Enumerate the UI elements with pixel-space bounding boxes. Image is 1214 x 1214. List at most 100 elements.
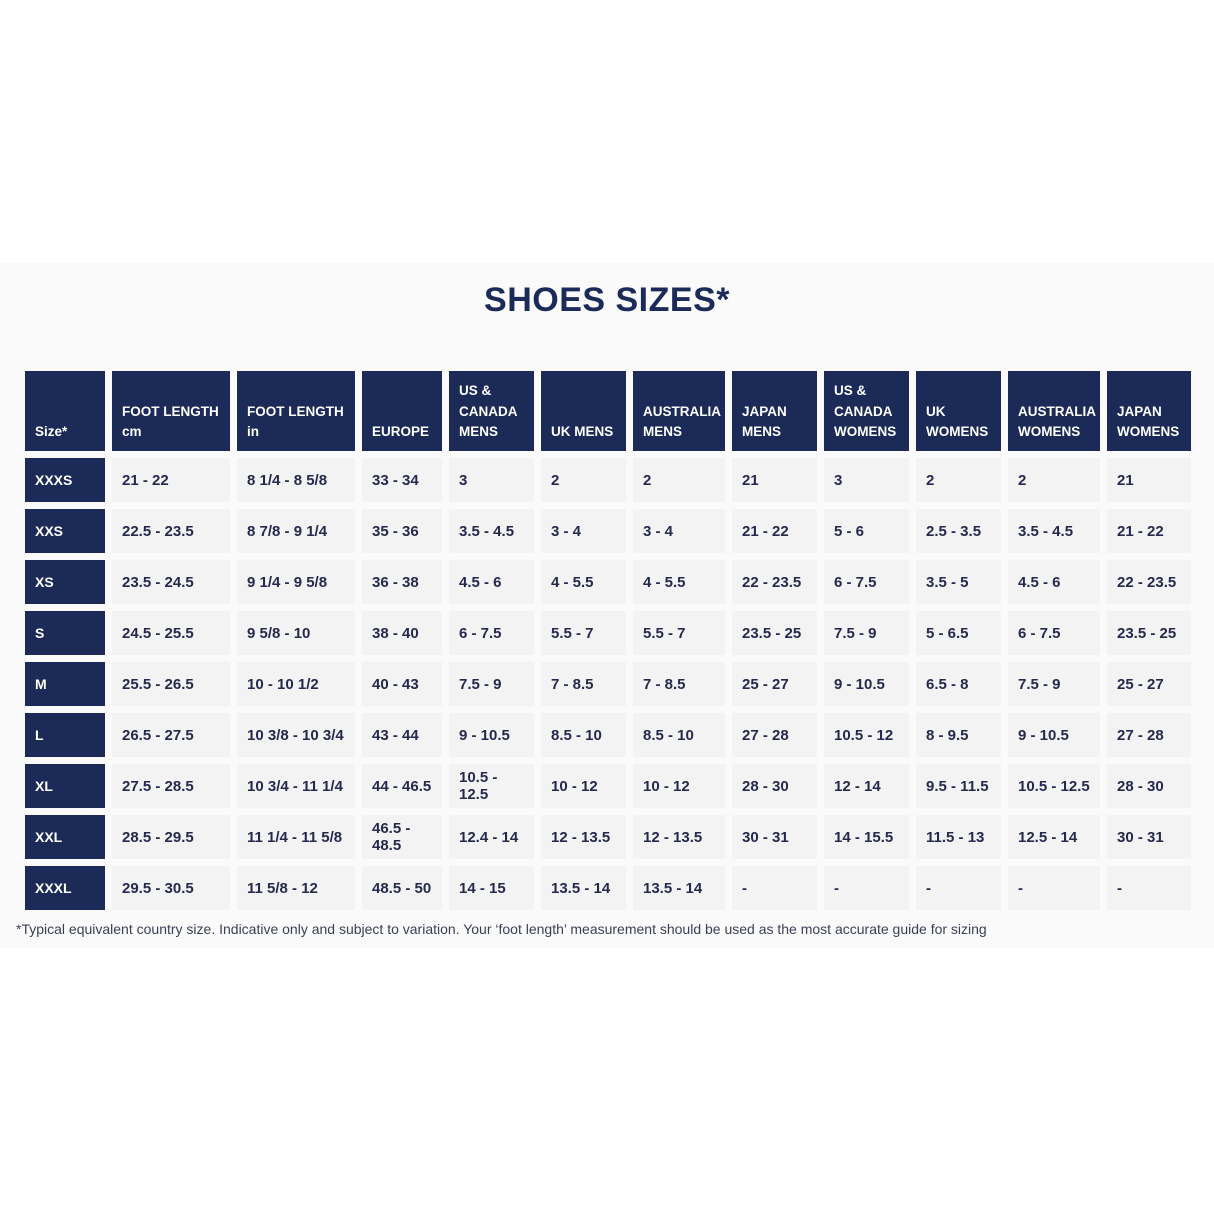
- size-table-body: XXXS 21 - 22 8 1/4 - 8 5/8 33 - 34 3 2 2 21 3 2 2 2…: [25, 458, 1191, 910]
- size-cell: 4.5 - 6: [449, 560, 534, 604]
- size-cell: -: [732, 866, 817, 910]
- table-row-l: L 26.5 - 27.5 10 3/8 - 10 3/4 43 - 44 9 - 10…: [25, 713, 1191, 757]
- size-cell: 21 - 22: [732, 509, 817, 553]
- size-cell: 11 1/4 - 11 5/8: [237, 815, 355, 859]
- size-cell: 21: [732, 458, 817, 502]
- size-cell: 8 7/8 - 9 1/4: [237, 509, 355, 553]
- table-row-xs: XS 23.5 - 24.5 9 1/4 - 9 5/8 36 - 38 4.5 - 6…: [25, 560, 1191, 604]
- size-cell: 25.5 - 26.5: [112, 662, 230, 706]
- size-cell: 22 - 23.5: [1107, 560, 1191, 604]
- table-row-s: S 24.5 - 25.5 9 5/8 - 10 38 - 40 6 - 7.5 5.5 …: [25, 611, 1191, 655]
- size-cell: 28 - 30: [732, 764, 817, 808]
- table-row-xxl: XXL 28.5 - 29.5 11 1/4 - 11 5/8 46.5 - 48.5…: [25, 815, 1191, 859]
- size-cell: 3: [449, 458, 534, 502]
- size-cell: 21 - 22: [1107, 509, 1191, 553]
- row-label-l: L: [25, 713, 105, 757]
- size-cell: 14 - 15.5: [824, 815, 909, 859]
- size-cell: 44 - 46.5: [362, 764, 442, 808]
- size-cell: 10 - 12: [633, 764, 725, 808]
- size-cell: 12 - 14: [824, 764, 909, 808]
- size-cell: 10.5 - 12: [824, 713, 909, 757]
- column-header-japan-mens: JAPAN MENS: [732, 371, 817, 451]
- size-cell: 9 - 10.5: [824, 662, 909, 706]
- size-cell: 25 - 27: [732, 662, 817, 706]
- size-cell: 4.5 - 6: [1008, 560, 1100, 604]
- size-cell: 11.5 - 13: [916, 815, 1001, 859]
- size-cell: 27 - 28: [732, 713, 817, 757]
- column-header-foot-length-cm: FOOT LENGTH cm: [112, 371, 230, 451]
- size-cell: 27.5 - 28.5: [112, 764, 230, 808]
- size-cell: 46.5 - 48.5: [362, 815, 442, 859]
- table-row-xl: XL 27.5 - 28.5 10 3/4 - 11 1/4 44 - 46.5 10.…: [25, 764, 1191, 808]
- size-cell: 10.5 - 12.5: [1008, 764, 1100, 808]
- size-cell: 13.5 - 14: [541, 866, 626, 910]
- size-cell: 7.5 - 9: [1008, 662, 1100, 706]
- size-cell: 14 - 15: [449, 866, 534, 910]
- size-cell: 38 - 40: [362, 611, 442, 655]
- size-cell: 8.5 - 10: [541, 713, 626, 757]
- size-cell: 12 - 13.5: [633, 815, 725, 859]
- size-cell: 21: [1107, 458, 1191, 502]
- size-cell: 9 - 10.5: [1008, 713, 1100, 757]
- size-cell: 10 3/4 - 11 1/4: [237, 764, 355, 808]
- size-cell: 13.5 - 14: [633, 866, 725, 910]
- size-cell: 11 5/8 - 12: [237, 866, 355, 910]
- size-cell: 12.4 - 14: [449, 815, 534, 859]
- column-header-australia-mens: AUSTRALIA MENS: [633, 371, 725, 451]
- size-cell: -: [824, 866, 909, 910]
- size-cell: 3.5 - 4.5: [1008, 509, 1100, 553]
- size-cell: 22.5 - 23.5: [112, 509, 230, 553]
- size-cell: 9.5 - 11.5: [916, 764, 1001, 808]
- size-cell: 28.5 - 29.5: [112, 815, 230, 859]
- size-cell: 36 - 38: [362, 560, 442, 604]
- size-cell: -: [1008, 866, 1100, 910]
- size-cell: 9 5/8 - 10: [237, 611, 355, 655]
- size-cell: 3 - 4: [633, 509, 725, 553]
- size-cell: 12 - 13.5: [541, 815, 626, 859]
- size-cell: 8 1/4 - 8 5/8: [237, 458, 355, 502]
- row-label-xs: XS: [25, 560, 105, 604]
- size-cell: -: [1107, 866, 1191, 910]
- page-title: SHOES SIZES*: [484, 281, 730, 319]
- size-cell: 4 - 5.5: [633, 560, 725, 604]
- size-cell: 21 - 22: [112, 458, 230, 502]
- size-cell: 23.5 - 24.5: [112, 560, 230, 604]
- row-label-xxxl: XXXL: [25, 866, 105, 910]
- size-cell: 30 - 31: [732, 815, 817, 859]
- size-cell: 35 - 36: [362, 509, 442, 553]
- size-cell: 5 - 6: [824, 509, 909, 553]
- size-cell: 24.5 - 25.5: [112, 611, 230, 655]
- size-cell: 4 - 5.5: [541, 560, 626, 604]
- size-cell: 8 - 9.5: [916, 713, 1001, 757]
- size-cell: 9 - 10.5: [449, 713, 534, 757]
- size-cell: 5 - 6.5: [916, 611, 1001, 655]
- table-row-xxxs: XXXS 21 - 22 8 1/4 - 8 5/8 33 - 34 3 2 2 21 3 2 2 2…: [25, 458, 1191, 502]
- size-cell: 43 - 44: [362, 713, 442, 757]
- size-cell: 27 - 28: [1107, 713, 1191, 757]
- size-cell: 40 - 43: [362, 662, 442, 706]
- size-cell: 3.5 - 4.5: [449, 509, 534, 553]
- column-header-us-canada-mens: US & CANADA MENS: [449, 371, 534, 451]
- row-label-xxl: XXL: [25, 815, 105, 859]
- header-row: Size* FOOT LENGTH cm FOOT LENGTH in EUROPE U…: [25, 371, 1191, 451]
- row-label-xxs: XXS: [25, 509, 105, 553]
- size-cell: 6 - 7.5: [1008, 611, 1100, 655]
- size-cell: 23.5 - 25: [732, 611, 817, 655]
- size-cell: 10.5 - 12.5: [449, 764, 534, 808]
- column-header-uk-mens: UK MENS: [541, 371, 626, 451]
- size-cell: 10 3/8 - 10 3/4: [237, 713, 355, 757]
- size-cell: 3 - 4: [541, 509, 626, 553]
- size-cell: 5.5 - 7: [541, 611, 626, 655]
- table-row-xxs: XXS 22.5 - 23.5 8 7/8 - 9 1/4 35 - 36 3.5 - …: [25, 509, 1191, 553]
- shoe-size-table: Size* FOOT LENGTH cm FOOT LENGTH in EUROPE U…: [18, 364, 1198, 917]
- size-cell: 2: [1008, 458, 1100, 502]
- column-header-us-canada-womens: US & CANADA WOMENS: [824, 371, 909, 451]
- size-cell: 12.5 - 14: [1008, 815, 1100, 859]
- size-cell: 7.5 - 9: [824, 611, 909, 655]
- size-cell: 10 - 10 1/2: [237, 662, 355, 706]
- size-cell: 7 - 8.5: [633, 662, 725, 706]
- size-cell: 29.5 - 30.5: [112, 866, 230, 910]
- size-cell: 2: [541, 458, 626, 502]
- column-header-australia-womens: AUSTRALIA WOMENS: [1008, 371, 1100, 451]
